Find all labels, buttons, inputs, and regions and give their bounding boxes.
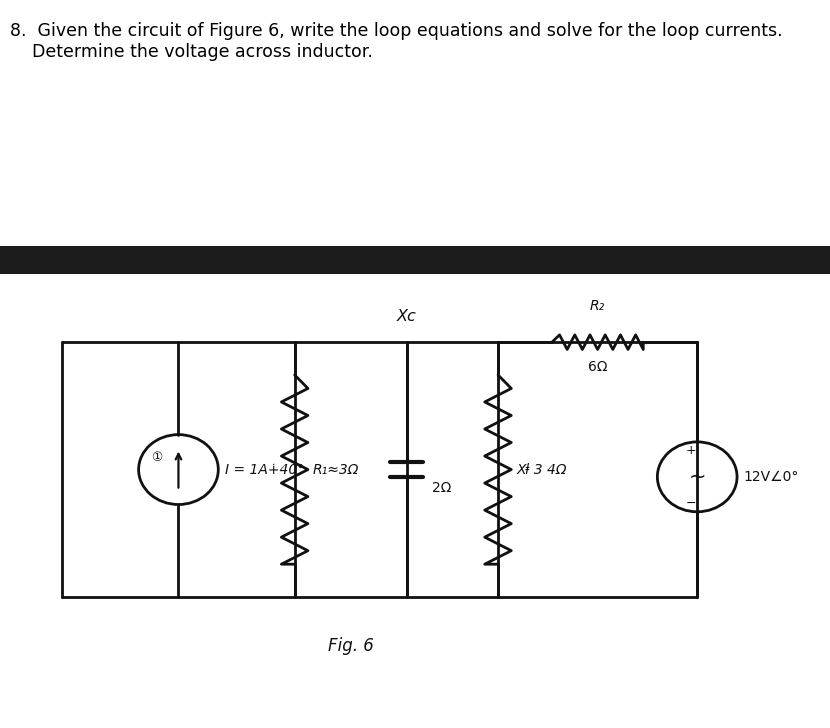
Text: 2Ω: 2Ω xyxy=(432,480,451,495)
Text: I = 1A∔40°: I = 1A∔40° xyxy=(225,462,304,477)
Text: −: − xyxy=(686,496,696,510)
Text: ~: ~ xyxy=(688,467,706,487)
Text: Xc: Xc xyxy=(397,309,417,324)
Text: Fig. 6: Fig. 6 xyxy=(328,637,374,655)
Text: 6Ω: 6Ω xyxy=(588,360,608,374)
Text: Xⱡ 3 4Ω: Xⱡ 3 4Ω xyxy=(516,462,567,477)
Text: 12V∠0°: 12V∠0° xyxy=(744,470,799,484)
Text: 8.  Given the circuit of Figure 6, write the loop equations and solve for the lo: 8. Given the circuit of Figure 6, write … xyxy=(10,22,783,60)
Text: ①: ① xyxy=(151,451,162,464)
Bar xyxy=(0,246,830,274)
Text: R₁≈3Ω: R₁≈3Ω xyxy=(313,462,359,477)
Text: +: + xyxy=(686,444,696,457)
Text: R₂: R₂ xyxy=(590,299,605,313)
